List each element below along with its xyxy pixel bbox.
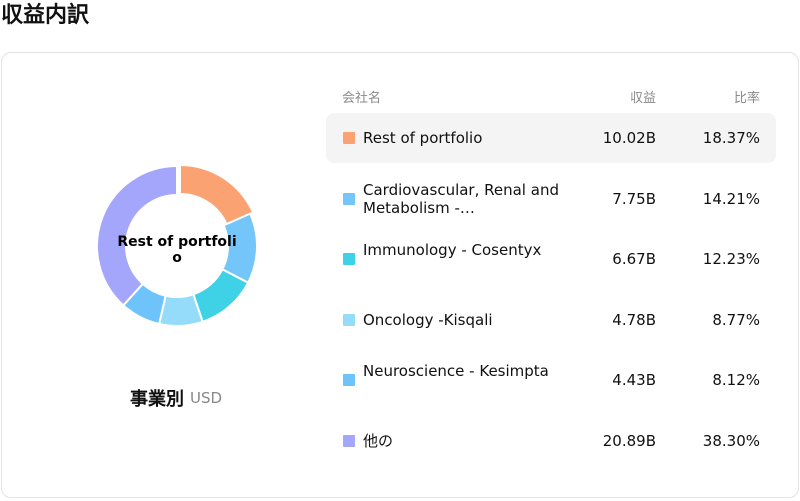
table-header: 会社名 収益 比率 <box>326 79 776 113</box>
donut-chart-svg <box>96 164 258 327</box>
legend-swatch <box>343 374 355 386</box>
legend-swatch <box>343 132 355 144</box>
row-revenue: 6.67B <box>612 250 656 268</box>
header-ratio: 比率 <box>733 91 760 106</box>
row-ratio: 12.23% <box>702 250 760 268</box>
row-revenue: 4.43B <box>612 371 656 389</box>
table-row[interactable]: Neuroscience - Kesimpta 4.43B 8.12% <box>326 355 776 405</box>
revenue-table: 会社名 収益 比率 Rest of portfolio 10.02B 18.37% C… <box>326 79 776 476</box>
row-company-name: Immunology - Cosentyx <box>363 241 542 259</box>
legend-swatch <box>343 253 355 265</box>
row-ratio: 8.12% <box>712 371 760 389</box>
row-company-name: Neuroscience - Kesimpta <box>363 362 549 380</box>
table-row[interactable]: Cardiovascular, Renal and Metabolism -… 7… <box>326 174 776 224</box>
legend-swatch <box>343 434 355 447</box>
header-company-name: 会社名 <box>342 91 382 106</box>
page-title: 収益内訳 <box>1 3 90 28</box>
legend-swatch <box>343 192 355 205</box>
chart-panel: Rest of portfolio 事業別 USD <box>2 53 322 499</box>
row-ratio: 14.21% <box>702 189 760 208</box>
row-company-name: Cardiovascular, Renal and Metabolism -… <box>363 180 559 217</box>
row-company-name: 他の <box>363 431 394 450</box>
table-row[interactable]: 他の 20.89B 38.30% <box>326 416 776 466</box>
header-revenue: 収益 <box>629 91 656 106</box>
segment-caption-label: 事業別 <box>129 389 184 410</box>
donut-center-label: Rest of portfolio <box>117 234 237 266</box>
table-row[interactable]: Immunology - Cosentyx 6.67B 12.23% <box>326 234 776 284</box>
donut-slice[interactable] <box>96 164 178 307</box>
row-company-name: Oncology -Kisqali <box>363 310 493 329</box>
row-revenue: 4.78B <box>612 310 656 329</box>
donut-slice[interactable] <box>179 164 255 226</box>
row-revenue: 7.75B <box>612 189 656 208</box>
table-row[interactable]: Rest of portfolio 10.02B 18.37% <box>326 113 776 163</box>
revenue-breakdown-card: Rest of portfolio 事業別 USD 会社名 収益 比率 Rest … <box>1 52 799 498</box>
row-ratio: 18.37% <box>702 129 760 147</box>
row-ratio: 38.30% <box>702 431 760 450</box>
row-ratio: 8.77% <box>712 310 760 329</box>
row-company-name: Rest of portfolio <box>363 129 483 147</box>
currency-unit: USD <box>189 389 223 407</box>
legend-swatch <box>343 313 355 326</box>
donut-chart: Rest of portfolio <box>95 164 259 328</box>
row-revenue: 20.89B <box>602 431 656 450</box>
table-body: Rest of portfolio 10.02B 18.37% Cardiovascu… <box>326 113 776 466</box>
row-revenue: 10.02B <box>602 129 656 147</box>
table-row[interactable]: Oncology -Kisqali 4.78B 8.77% <box>326 295 776 345</box>
segment-caption: 事業別 USD <box>2 385 350 411</box>
